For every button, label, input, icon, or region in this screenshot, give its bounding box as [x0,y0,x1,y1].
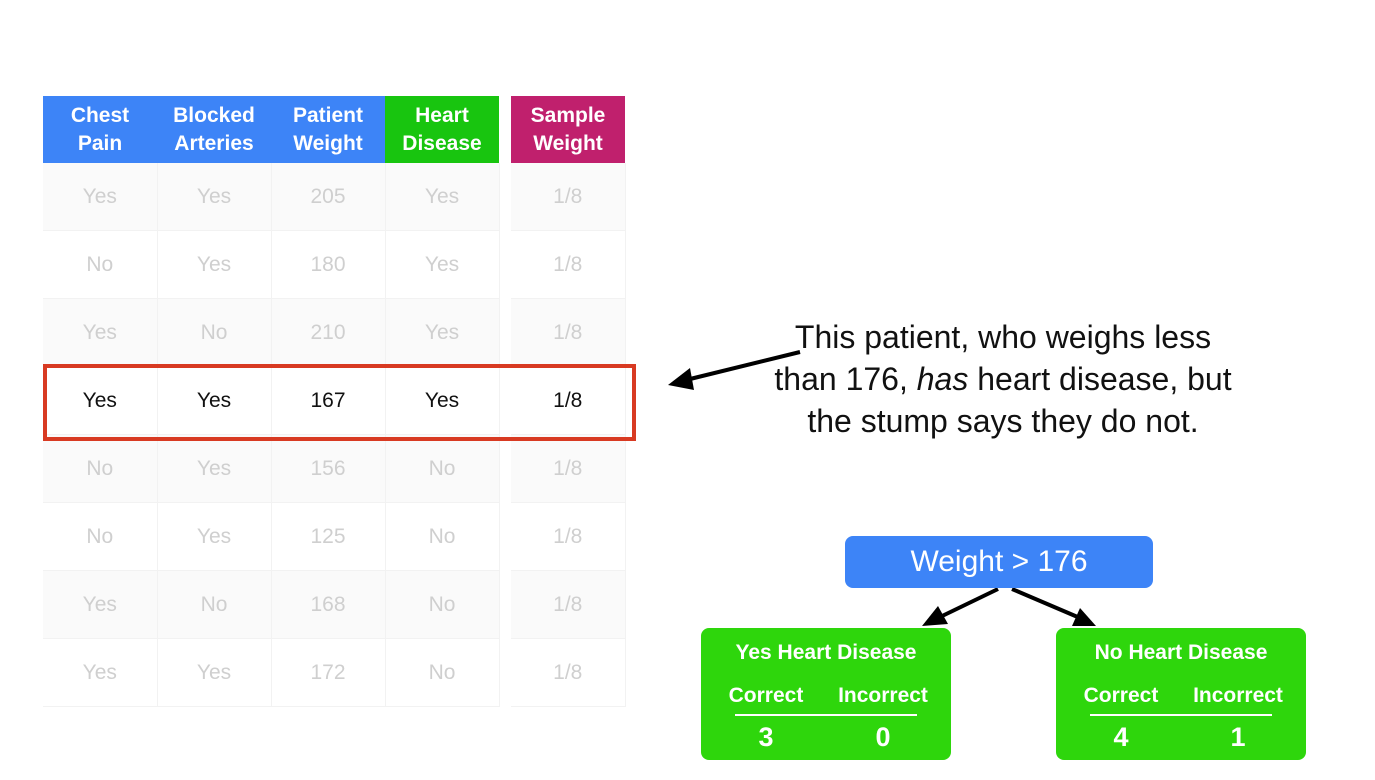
cell-sample-weight: 1/8 [511,366,626,435]
incorrect-label: Incorrect [838,684,928,707]
cell-blocked-arteries: No [157,298,272,367]
cell-sample-weight: 1/8 [511,163,626,231]
header-chest-pain: Chest Pain [43,96,157,163]
cell-patient-weight: 168 [271,570,386,639]
cell-sample-weight: 1/8 [511,638,626,707]
leaf-no-heart-disease: No Heart Disease Correct Incorrect 4 1 [1056,628,1306,760]
cell-sample-weight: 1/8 [511,434,626,503]
cell-patient-weight: 172 [271,638,386,707]
cell-heart-disease: Yes [385,230,500,299]
cell-sample-weight: 1/8 [511,502,626,571]
cell-heart-disease: No [385,570,500,639]
cell-chest-pain: No [43,230,158,299]
right-branch-arrow [1011,587,1096,626]
cell-heart-disease: Yes [385,163,500,231]
cell-patient-weight: 156 [271,434,386,503]
cell-blocked-arteries: Yes [157,230,272,299]
table-row: Yes No 210 Yes 1/8 [43,298,626,367]
callout-after: heart disease, but the stump says they d… [807,361,1232,439]
cell-blocked-arteries: Yes [157,163,272,231]
cell-heart-disease: Yes [385,366,500,435]
cell-chest-pain: Yes [43,570,158,639]
cell-blocked-arteries: Yes [157,638,272,707]
cell-patient-weight: 205 [271,163,386,231]
column-gap [499,163,511,231]
table-row: No Yes 125 No 1/8 [43,502,626,571]
header-heart-disease: Heart Disease [385,96,499,163]
column-gap [499,96,511,163]
column-gap [499,298,511,367]
table-row: Yes No 168 No 1/8 [43,570,626,639]
incorrect-count: 0 [875,722,891,752]
cell-chest-pain: No [43,502,158,571]
column-gap [499,366,511,435]
left-branch-arrow [922,587,999,626]
cell-sample-weight: 1/8 [511,298,626,367]
cell-patient-weight: 167 [271,366,386,435]
cell-sample-weight: 1/8 [511,570,626,639]
incorrect-count: 1 [1230,722,1246,752]
cell-patient-weight: 210 [271,298,386,367]
callout-text: This patient, who weighs less than 176, … [760,316,1246,442]
cell-chest-pain: Yes [43,163,158,231]
leaf-yes-heart-disease: Yes Heart Disease Correct Incorrect 3 0 [701,628,951,760]
column-gap [499,502,511,571]
cell-chest-pain: Yes [43,638,158,707]
column-gap [499,638,511,707]
cell-chest-pain: Yes [43,298,158,367]
table-row: No Yes 180 Yes 1/8 [43,230,626,299]
leaf-title: No Heart Disease [1094,641,1268,664]
callout-emphasis: has [916,361,969,397]
leaf-title: Yes Heart Disease [735,641,917,664]
header-patient-weight: Patient Weight [271,96,385,163]
cell-heart-disease: No [385,502,500,571]
correct-count: 4 [1113,722,1129,752]
cell-blocked-arteries: Yes [157,366,272,435]
cell-heart-disease: No [385,638,500,707]
header-sample-weight: Sample Weight [511,96,625,163]
header-blocked-arteries: Blocked Arteries [157,96,271,163]
stump-root-node: Weight > 176 [845,536,1153,588]
cell-chest-pain: No [43,434,158,503]
incorrect-label: Incorrect [1193,684,1283,707]
cell-heart-disease: No [385,434,500,503]
table-row: Yes Yes 172 No 1/8 [43,638,626,707]
column-gap [499,570,511,639]
highlight-box [43,364,636,441]
leaf-divider [735,714,917,716]
table-row-highlighted: Yes Yes 167 Yes 1/8 [43,366,626,435]
correct-label: Correct [1083,684,1159,707]
cell-blocked-arteries: No [157,570,272,639]
correct-label: Correct [728,684,804,707]
cell-chest-pain: Yes [43,366,158,435]
table-row: Yes Yes 205 Yes 1/8 [43,163,626,231]
leaf-divider [1090,714,1272,716]
column-gap [499,230,511,299]
cell-sample-weight: 1/8 [511,230,626,299]
cell-blocked-arteries: Yes [157,434,272,503]
table-row: No Yes 156 No 1/8 [43,434,626,503]
table-header-row: Chest Pain Blocked Arteries Patient Weig… [43,96,625,163]
cell-blocked-arteries: Yes [157,502,272,571]
cell-heart-disease: Yes [385,298,500,367]
patient-table: Chest Pain Blocked Arteries Patient Weig… [43,96,626,707]
column-gap [499,434,511,503]
cell-patient-weight: 125 [271,502,386,571]
cell-patient-weight: 180 [271,230,386,299]
correct-count: 3 [758,722,774,752]
